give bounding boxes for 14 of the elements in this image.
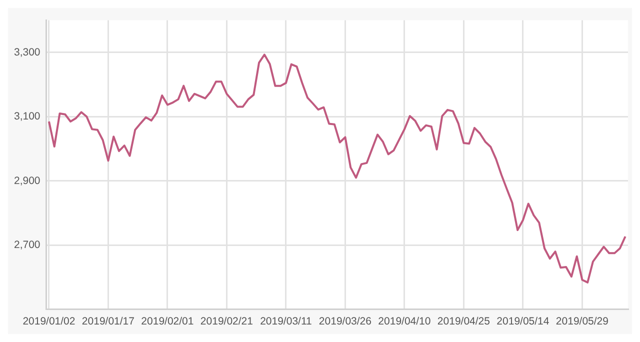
x-tick-label: 2019/01/02 [22,316,76,328]
x-tick-label: 2019/04/25 [437,316,490,328]
x-tick-label: 2019/05/29 [556,316,609,328]
x-tick-label: 2019/03/11 [260,316,312,328]
y-tick-label: 2,900 [14,174,40,187]
y-tick-label: 3,100 [14,110,40,123]
x-tick-label: 2019/02/01 [141,316,194,328]
x-tick-label: 2019/04/10 [378,316,431,328]
y-tick-label: 2,700 [14,239,40,252]
x-tick-label: 2019/02/21 [200,316,254,328]
x-tick-label: 2019/05/14 [496,316,550,328]
y-tick-label: 3,300 [14,46,40,58]
x-tick-label: 2019/03/26 [318,316,372,328]
x-tick-label: 2019/01/17 [82,316,135,328]
